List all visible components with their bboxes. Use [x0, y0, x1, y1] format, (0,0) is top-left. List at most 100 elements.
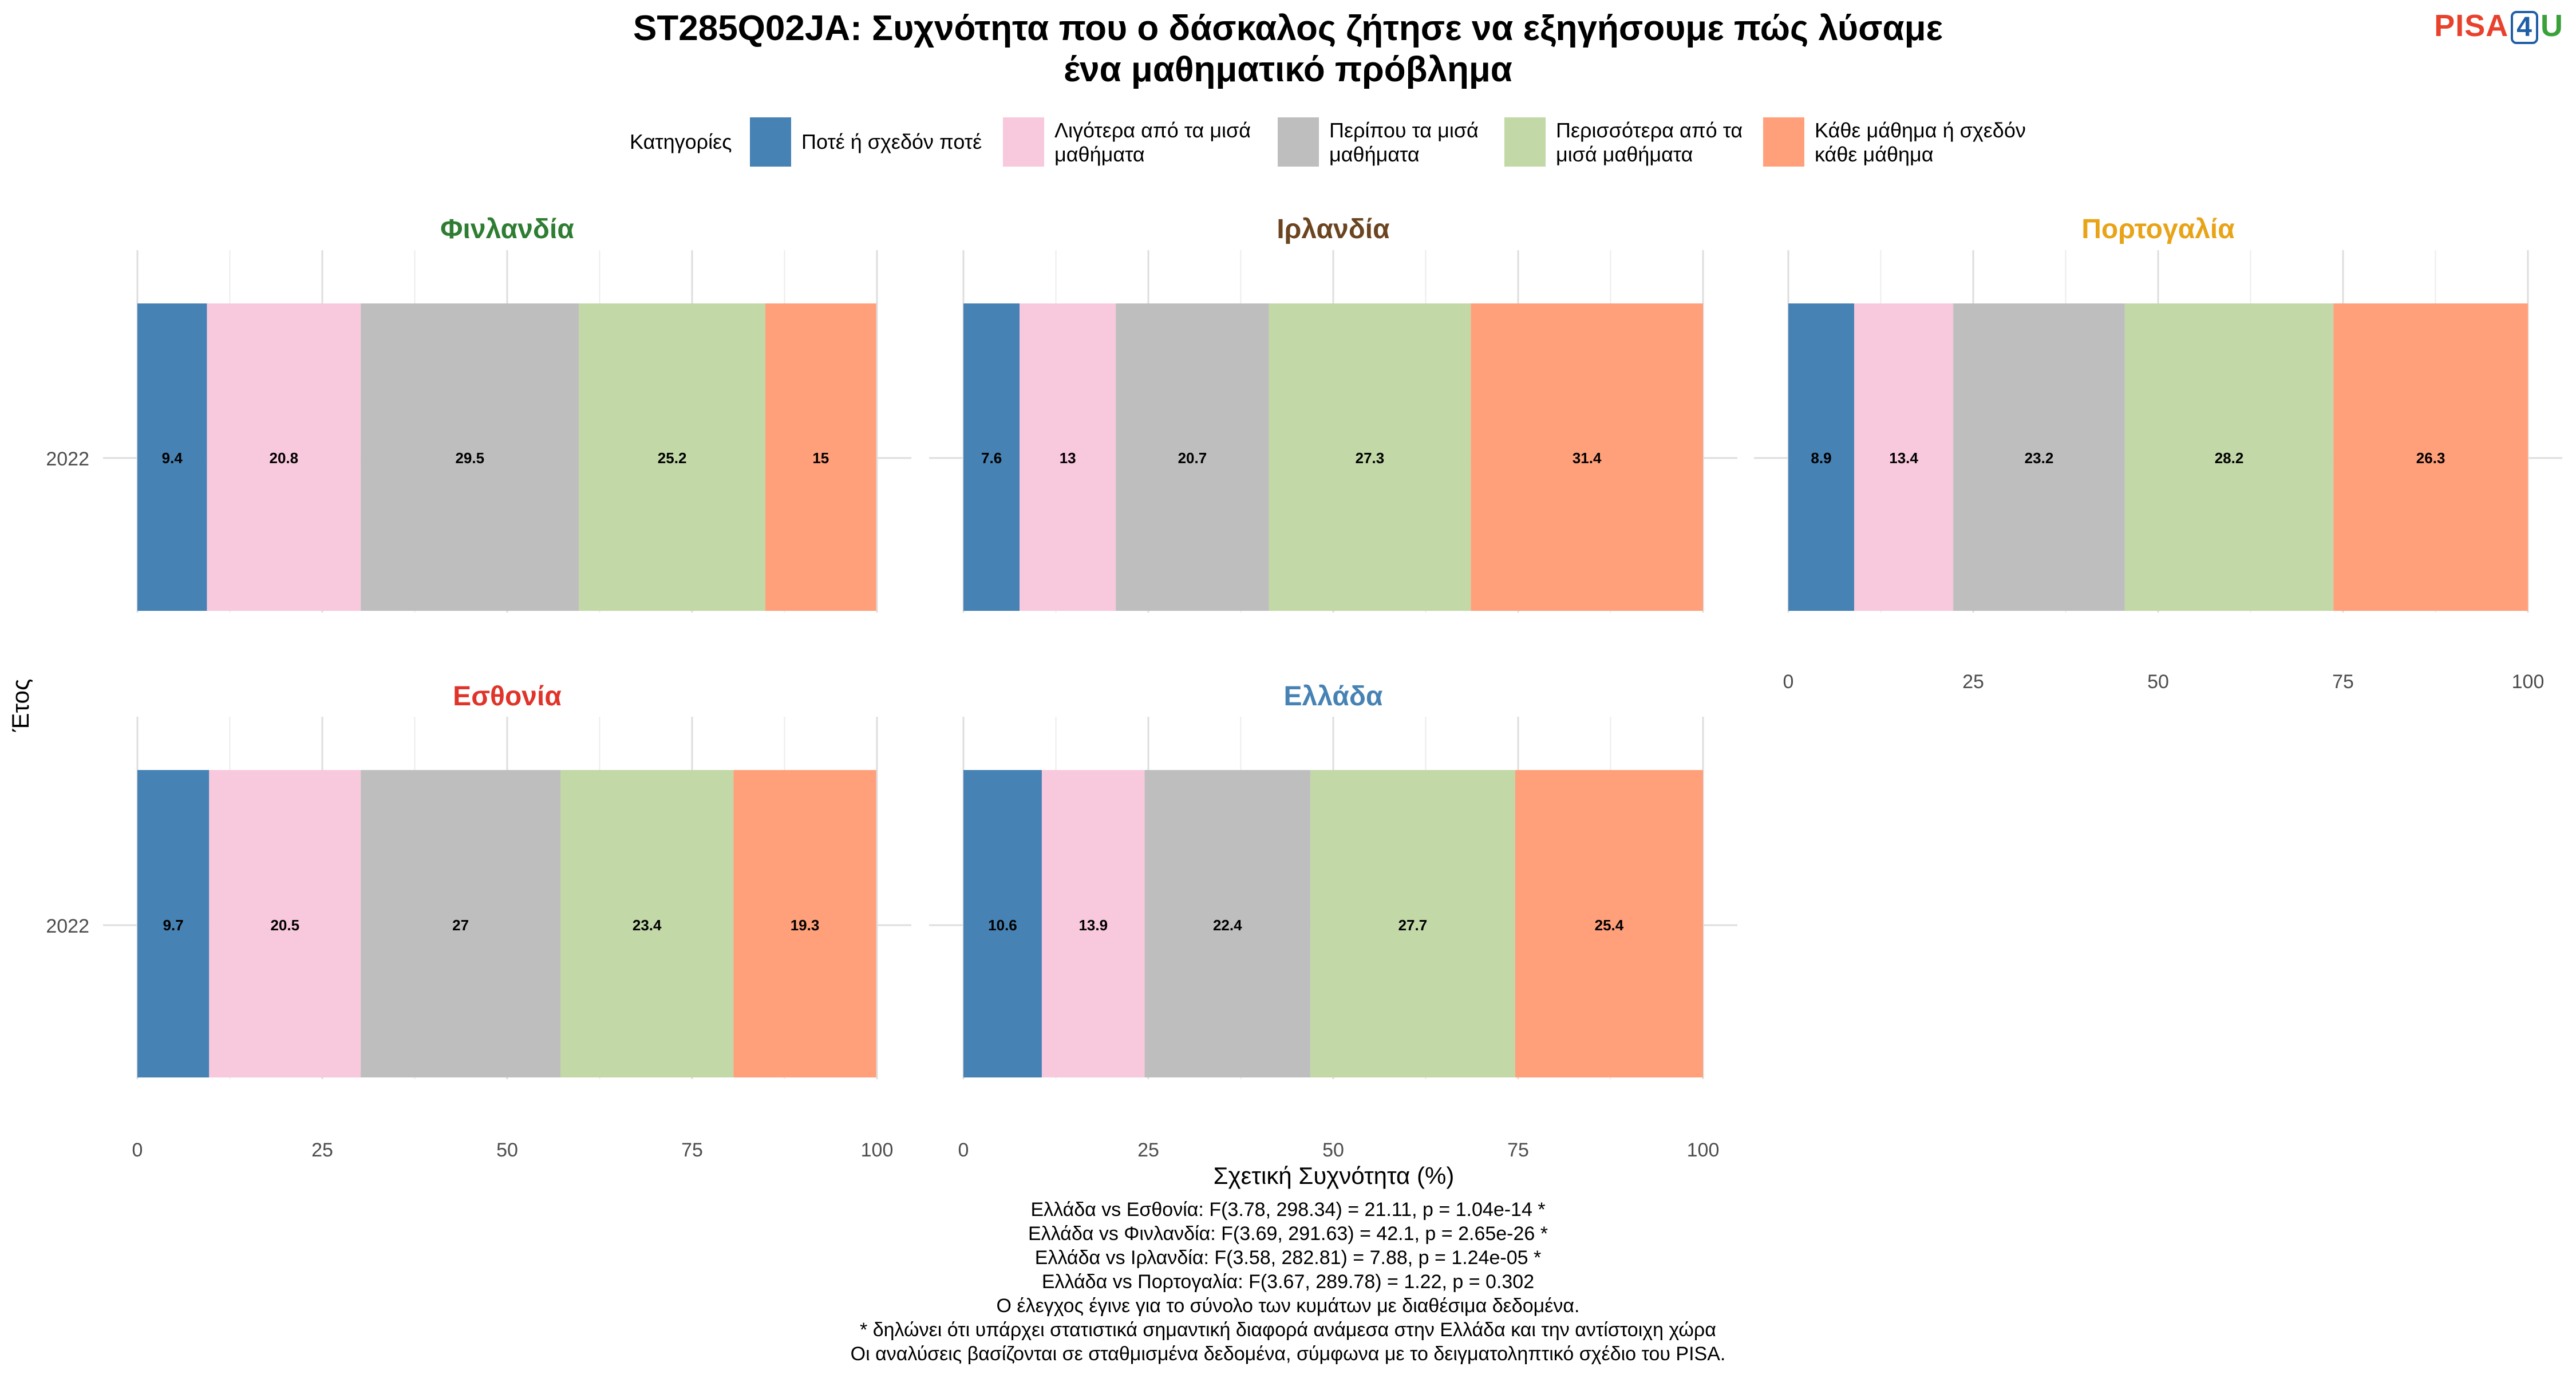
x-tick-label: 0 [132, 1139, 143, 1161]
legend-label: Περισσότερα από τα μισά μαθήματα [1556, 119, 1796, 167]
bar-value-label: 8.9 [1811, 449, 1831, 467]
legend-title: Κατηγορίες [630, 130, 732, 153]
bar-segment [733, 770, 876, 1077]
bar-value-label: 20.5 [270, 917, 299, 934]
category-label: 2022 [46, 448, 89, 470]
chart-title-line-2: ένα μαθηματικό πρόβλημα [1064, 50, 1512, 89]
x-tick-label: 100 [1687, 1139, 1720, 1161]
bar-segment [2333, 303, 2528, 611]
x-tick-label: 75 [681, 1139, 703, 1161]
legend-swatch [1763, 117, 1804, 167]
footnote-line: Ελλάδα vs Ιρλανδία: F(3.58, 282.81) = 7.… [1034, 1247, 1542, 1269]
bar-segment [209, 770, 361, 1077]
panel-title: Εσθονία [453, 681, 562, 712]
legend-label-line: Λιγότερα από τα μισά [1054, 119, 1251, 142]
legend-swatch [1504, 117, 1546, 167]
bar-value-label: 23.2 [2025, 449, 2054, 467]
bar-value-label: 25.4 [1595, 917, 1624, 934]
bar-value-label: 27.3 [1356, 449, 1385, 467]
bar-value-label: 28.2 [2215, 449, 2244, 467]
legend-label-line: Ποτέ ή σχεδόν ποτέ [801, 130, 982, 153]
bar-segment [137, 303, 207, 611]
bar-segment [1310, 770, 1515, 1077]
x-tick-label: 25 [1962, 671, 1984, 693]
bar-segment [1515, 770, 1703, 1077]
bar-value-label: 27.7 [1398, 917, 1428, 934]
bar-segment [1471, 303, 1703, 611]
legend-label: Λιγότερα από τα μισά μαθήματα [1054, 119, 1295, 167]
legend-label-line: κάθε μάθημα [1815, 143, 1934, 166]
bar-value-label: 7.6 [981, 449, 1002, 467]
legend-label: Ποτέ ή σχεδόν ποτέ [801, 130, 1042, 154]
facet-panel: 9.7 20.5 27 23.4 19.3 Εσθονία 2022 0 25 50 75 100 [46, 681, 911, 1161]
legend: Κατηγορίες Ποτέ ή σχεδόν ποτέ Λιγότερα απ… [0, 117, 2576, 169]
legend-swatch [1278, 117, 1319, 167]
legend-label: Περίπου τα μισά μαθήματα [1329, 119, 1570, 167]
footnote-line: Οι αναλύσεις βασίζονται σε σταθμισμένα δ… [850, 1343, 1726, 1365]
bar-segment [1144, 770, 1310, 1077]
bar-segment [361, 303, 579, 611]
bar-value-label: 27 [452, 917, 469, 934]
legend-label-line: Περισσότερα από τα [1556, 119, 1743, 142]
panel-title: Πορτογαλία [2081, 214, 2235, 244]
bar-segment [765, 303, 876, 611]
panel-title: Ιρλανδία [1277, 214, 1390, 244]
bar-segment [1041, 770, 1145, 1077]
x-tick-label: 50 [496, 1139, 518, 1161]
bar-value-label: 10.6 [988, 917, 1017, 934]
bar-value-label: 23.4 [633, 917, 662, 934]
bar-value-label: 15 [812, 449, 829, 467]
x-tick-label: 0 [1783, 671, 1794, 693]
facet-panel: 7.6 13 20.7 27.3 31.4 Ιρλανδία [929, 214, 1737, 613]
x-tick-label: 0 [958, 1139, 969, 1161]
x-tick-label: 75 [1507, 1139, 1529, 1161]
pisa4u-logo: PISA 4 U [2434, 8, 2563, 44]
footnote-line: Ελλάδα vs Εσθονία: F(3.78, 298.34) = 21.… [1030, 1199, 1546, 1221]
bar-segment [137, 770, 210, 1077]
legend-label-line: μαθήματα [1329, 143, 1420, 166]
bar-segment [963, 303, 1020, 611]
bar-value-label: 13 [1060, 449, 1076, 467]
legend-label-line: μαθήματα [1054, 143, 1145, 166]
legend-label-line: μισά μαθήματα [1556, 143, 1693, 166]
y-axis-title: Έτος [7, 679, 34, 733]
bar-segment [579, 303, 765, 611]
x-tick-label: 50 [1322, 1139, 1344, 1161]
legend-label: Κάθε μάθημα ή σχεδόν κάθε μάθημα [1815, 119, 2055, 167]
bar-value-label: 9.4 [162, 449, 183, 467]
x-axis-title: Σχετική Συχνότητα (%) [1214, 1162, 1455, 1189]
bar-segment [1269, 303, 1471, 611]
x-tick-label: 75 [2332, 671, 2354, 693]
bar-value-label: 19.3 [791, 917, 820, 934]
bar-segment [1116, 303, 1269, 611]
facet-panel: 9.4 20.8 29.5 25.2 15 Φινλανδία 2022 [46, 214, 911, 613]
logo-text-u: U [2541, 9, 2563, 43]
x-tick-label: 25 [311, 1139, 333, 1161]
footnote-line: Ελλάδα vs Πορτογαλία: F(3.67, 289.78) = … [1041, 1271, 1535, 1293]
panel-title: Φινλανδία [440, 214, 574, 244]
bar-segment [1953, 303, 2125, 611]
bar-value-label: 26.3 [2416, 449, 2445, 467]
facet-panel: 8.9 13.4 23.2 28.2 26.3 Πορτογαλία 0 25 50 75 100 [1754, 214, 2562, 693]
bar-segment [361, 770, 561, 1077]
bar-value-label: 29.5 [455, 449, 484, 467]
facet-panel: 10.6 13.9 22.4 27.7 25.4 Ελλάδα 0 25 50 75 100 [929, 681, 1737, 1161]
logo-text-pisa: PISA [2434, 9, 2509, 43]
footnote-line: * δηλώνει ότι υπάρχει στατιστικά σημαντι… [860, 1319, 1716, 1341]
bar-segment [2124, 303, 2334, 611]
bar-value-label: 13.9 [1078, 917, 1108, 934]
legend-swatch [750, 117, 791, 167]
x-tick-label: 50 [2147, 671, 2169, 693]
category-label: 2022 [46, 915, 89, 937]
bar-value-label: 13.4 [1889, 449, 1918, 467]
bar-value-label: 22.4 [1213, 917, 1242, 934]
bar-segment [963, 770, 1042, 1077]
chart-title-line-1: ST285Q02JA: Συχνότητα που ο δάσκαλος ζήτ… [633, 9, 1943, 48]
logo-text-4: 4 [2511, 11, 2538, 44]
bar-value-label: 20.7 [1178, 449, 1207, 467]
bar-segment [1788, 303, 1854, 611]
bar-segment [1020, 303, 1116, 611]
legend-swatch [1003, 117, 1044, 167]
